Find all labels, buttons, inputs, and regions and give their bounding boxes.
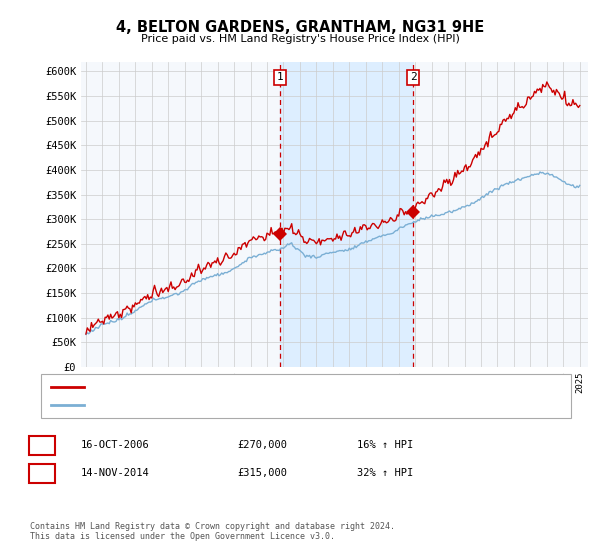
Text: 2: 2: [38, 466, 46, 480]
Text: 2: 2: [410, 72, 416, 82]
Text: 1: 1: [277, 72, 283, 82]
Text: £270,000: £270,000: [237, 440, 287, 450]
Text: £315,000: £315,000: [237, 468, 287, 478]
Text: 16-OCT-2006: 16-OCT-2006: [81, 440, 150, 450]
Text: 4, BELTON GARDENS, GRANTHAM, NG31 9HE (detached house): 4, BELTON GARDENS, GRANTHAM, NG31 9HE (d…: [90, 382, 407, 392]
Text: 16% ↑ HPI: 16% ↑ HPI: [357, 440, 413, 450]
Text: 1: 1: [38, 438, 46, 452]
Bar: [280, 62, 413, 367]
Text: Contains HM Land Registry data © Crown copyright and database right 2024.
This d: Contains HM Land Registry data © Crown c…: [30, 522, 395, 542]
Text: 14-NOV-2014: 14-NOV-2014: [81, 468, 150, 478]
Text: 32% ↑ HPI: 32% ↑ HPI: [357, 468, 413, 478]
Text: Price paid vs. HM Land Registry's House Price Index (HPI): Price paid vs. HM Land Registry's House …: [140, 34, 460, 44]
Text: 4, BELTON GARDENS, GRANTHAM, NG31 9HE: 4, BELTON GARDENS, GRANTHAM, NG31 9HE: [116, 20, 484, 35]
Text: HPI: Average price, detached house, South Kesteven: HPI: Average price, detached house, Sout…: [90, 400, 384, 410]
